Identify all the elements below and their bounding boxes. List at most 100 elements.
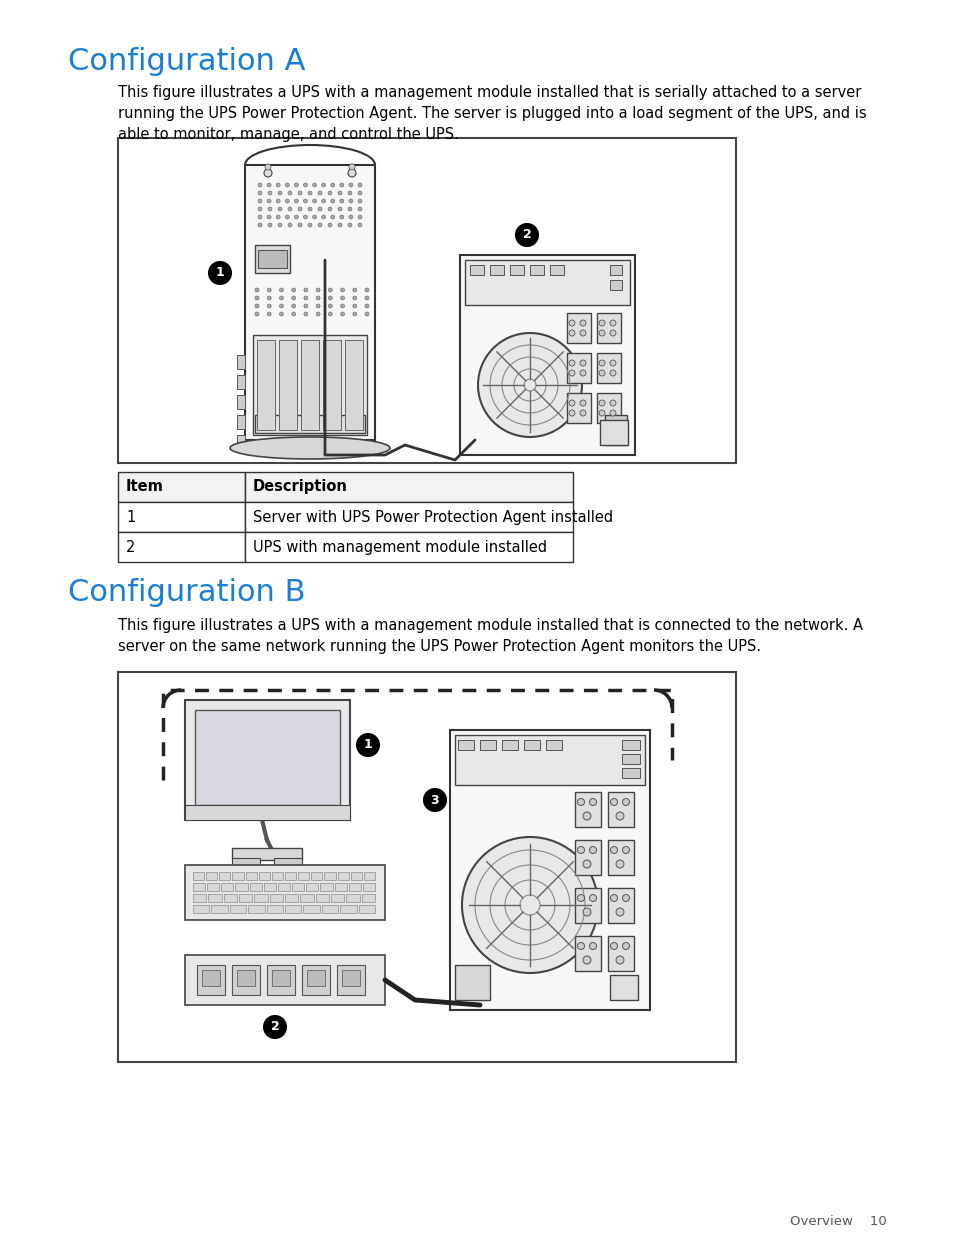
Text: 1: 1 xyxy=(126,510,135,525)
Bar xyxy=(300,894,314,902)
Circle shape xyxy=(577,846,584,853)
Circle shape xyxy=(328,288,332,291)
Bar xyxy=(490,266,503,275)
Circle shape xyxy=(315,312,320,316)
Circle shape xyxy=(516,224,537,246)
Circle shape xyxy=(267,304,271,308)
Bar xyxy=(607,936,634,971)
Bar xyxy=(266,905,283,913)
Bar xyxy=(256,340,274,430)
Bar xyxy=(459,254,635,454)
Bar xyxy=(597,393,620,424)
Bar xyxy=(118,501,245,532)
Bar xyxy=(341,969,359,986)
Circle shape xyxy=(285,215,289,219)
Bar xyxy=(272,969,290,986)
Circle shape xyxy=(349,183,353,186)
Bar xyxy=(336,965,365,995)
Circle shape xyxy=(579,370,585,375)
Text: This figure illustrates a UPS with a management module installed that is connect: This figure illustrates a UPS with a man… xyxy=(118,618,862,655)
Circle shape xyxy=(339,215,343,219)
Circle shape xyxy=(589,846,596,853)
Circle shape xyxy=(339,199,343,203)
Circle shape xyxy=(257,207,262,211)
Circle shape xyxy=(321,215,325,219)
Bar xyxy=(331,894,344,902)
Bar xyxy=(609,266,621,275)
Circle shape xyxy=(340,288,344,291)
Circle shape xyxy=(279,288,283,291)
Bar xyxy=(194,710,339,805)
Circle shape xyxy=(275,183,280,186)
Circle shape xyxy=(277,224,282,227)
Circle shape xyxy=(328,312,332,316)
Bar xyxy=(361,894,375,902)
Circle shape xyxy=(254,304,258,308)
Circle shape xyxy=(257,183,262,186)
Circle shape xyxy=(461,837,598,973)
Bar xyxy=(311,872,322,881)
Bar xyxy=(267,965,294,995)
Circle shape xyxy=(339,183,343,186)
Bar xyxy=(263,883,275,890)
Bar xyxy=(245,501,573,532)
Circle shape xyxy=(349,215,353,219)
Bar xyxy=(208,894,221,902)
Bar xyxy=(345,340,363,430)
Bar xyxy=(362,883,375,890)
Bar xyxy=(118,672,735,1062)
Text: 1: 1 xyxy=(363,739,372,752)
Circle shape xyxy=(357,199,361,203)
Bar xyxy=(196,965,225,995)
Circle shape xyxy=(477,333,581,437)
Circle shape xyxy=(598,400,604,406)
Text: Server with UPS Power Protection Agent installed: Server with UPS Power Protection Agent i… xyxy=(253,510,613,525)
Circle shape xyxy=(254,296,258,300)
Bar xyxy=(501,740,517,750)
Circle shape xyxy=(297,207,302,211)
Text: Configuration B: Configuration B xyxy=(68,578,305,606)
Circle shape xyxy=(267,288,271,291)
Circle shape xyxy=(610,942,617,950)
Circle shape xyxy=(365,296,369,300)
Circle shape xyxy=(288,191,292,195)
Bar xyxy=(566,312,590,343)
Circle shape xyxy=(610,894,617,902)
Bar xyxy=(597,312,620,343)
Circle shape xyxy=(610,846,617,853)
Bar xyxy=(609,280,621,290)
Text: 1: 1 xyxy=(215,267,224,279)
Circle shape xyxy=(365,304,369,308)
Circle shape xyxy=(279,312,283,316)
Circle shape xyxy=(589,942,596,950)
Bar xyxy=(236,375,245,389)
Circle shape xyxy=(598,320,604,326)
Bar xyxy=(239,894,253,902)
Circle shape xyxy=(328,304,332,308)
Bar xyxy=(575,792,600,827)
Circle shape xyxy=(288,224,292,227)
Circle shape xyxy=(616,908,623,916)
Bar xyxy=(320,883,333,890)
Bar xyxy=(253,335,367,435)
Circle shape xyxy=(340,304,344,308)
Bar xyxy=(248,905,264,913)
Bar xyxy=(566,393,590,424)
Circle shape xyxy=(589,799,596,805)
Circle shape xyxy=(353,304,356,308)
Circle shape xyxy=(292,312,295,316)
Circle shape xyxy=(337,224,341,227)
Bar xyxy=(193,872,204,881)
Circle shape xyxy=(285,183,289,186)
Circle shape xyxy=(622,942,629,950)
Circle shape xyxy=(304,304,308,308)
Circle shape xyxy=(303,183,307,186)
Circle shape xyxy=(294,199,298,203)
Text: 2: 2 xyxy=(522,228,531,242)
Text: Item: Item xyxy=(126,479,164,494)
Circle shape xyxy=(267,296,271,300)
Circle shape xyxy=(357,183,361,186)
Circle shape xyxy=(616,811,623,820)
Text: 3: 3 xyxy=(430,794,438,806)
Bar xyxy=(607,792,634,827)
